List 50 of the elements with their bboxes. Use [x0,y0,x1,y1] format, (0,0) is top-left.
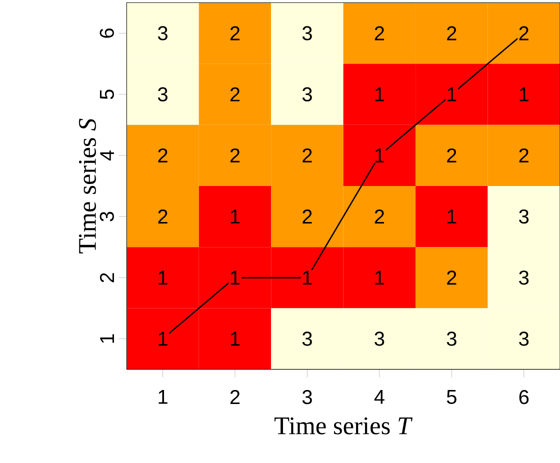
data-label: 1 [158,270,168,285]
data-label: 3 [158,26,168,40]
data-label: 3 [302,26,312,40]
y-axis-title: Time series S [78,118,96,254]
data-label: 1 [230,210,240,224]
data-label: 1 [375,270,384,285]
data-label: 1 [230,332,240,346]
y-tick-label: 2 [100,273,114,282]
y-tick-label: 5 [100,90,114,100]
data-label: 1 [448,88,456,102]
x-tick-label: 6 [519,390,529,404]
x-tick-label: 4 [374,390,384,404]
data-label: 2 [447,148,456,163]
x-tick-label: 2 [230,390,240,404]
data-label: 2 [519,26,528,40]
x-tick-label: 5 [446,390,456,404]
data-label: 2 [158,210,168,224]
data-label: 2 [374,26,384,40]
data-label: 3 [446,332,456,346]
data-label: 2 [230,88,240,102]
data-label: 3 [374,332,384,346]
x-tick-label: 3 [302,390,312,404]
data-label: 3 [158,87,168,102]
data-label: 2 [447,26,456,40]
data-label: 1 [230,270,240,285]
data-label: 3 [519,332,529,346]
data-label: 1 [303,270,312,285]
data-label: 3 [519,210,529,224]
y-tick-label: 3 [100,212,114,222]
data-label: 1 [158,332,168,346]
data-label: 2 [519,148,528,163]
data-label: 2 [158,148,168,163]
data-label: 1 [448,210,456,224]
data-label: 2 [230,26,240,40]
data-label: 1 [375,88,384,102]
y-tick-label: 4 [100,150,114,161]
data-label: 2 [302,148,312,163]
data-label: 3 [302,332,312,346]
data-label: 2 [230,148,240,163]
data-label: 3 [302,87,312,102]
data-label: 2 [447,270,456,285]
data-label: 2 [302,210,312,224]
y-tick-label: 6 [100,28,114,38]
y-tick-label: 1 [100,334,114,343]
data-label: 3 [519,270,529,285]
x-axis-title: Time series T [274,418,413,435]
data-label: 1 [375,148,384,162]
data-label: 2 [374,210,384,224]
data-label: 1 [520,88,528,102]
x-tick-label: 1 [158,390,168,404]
